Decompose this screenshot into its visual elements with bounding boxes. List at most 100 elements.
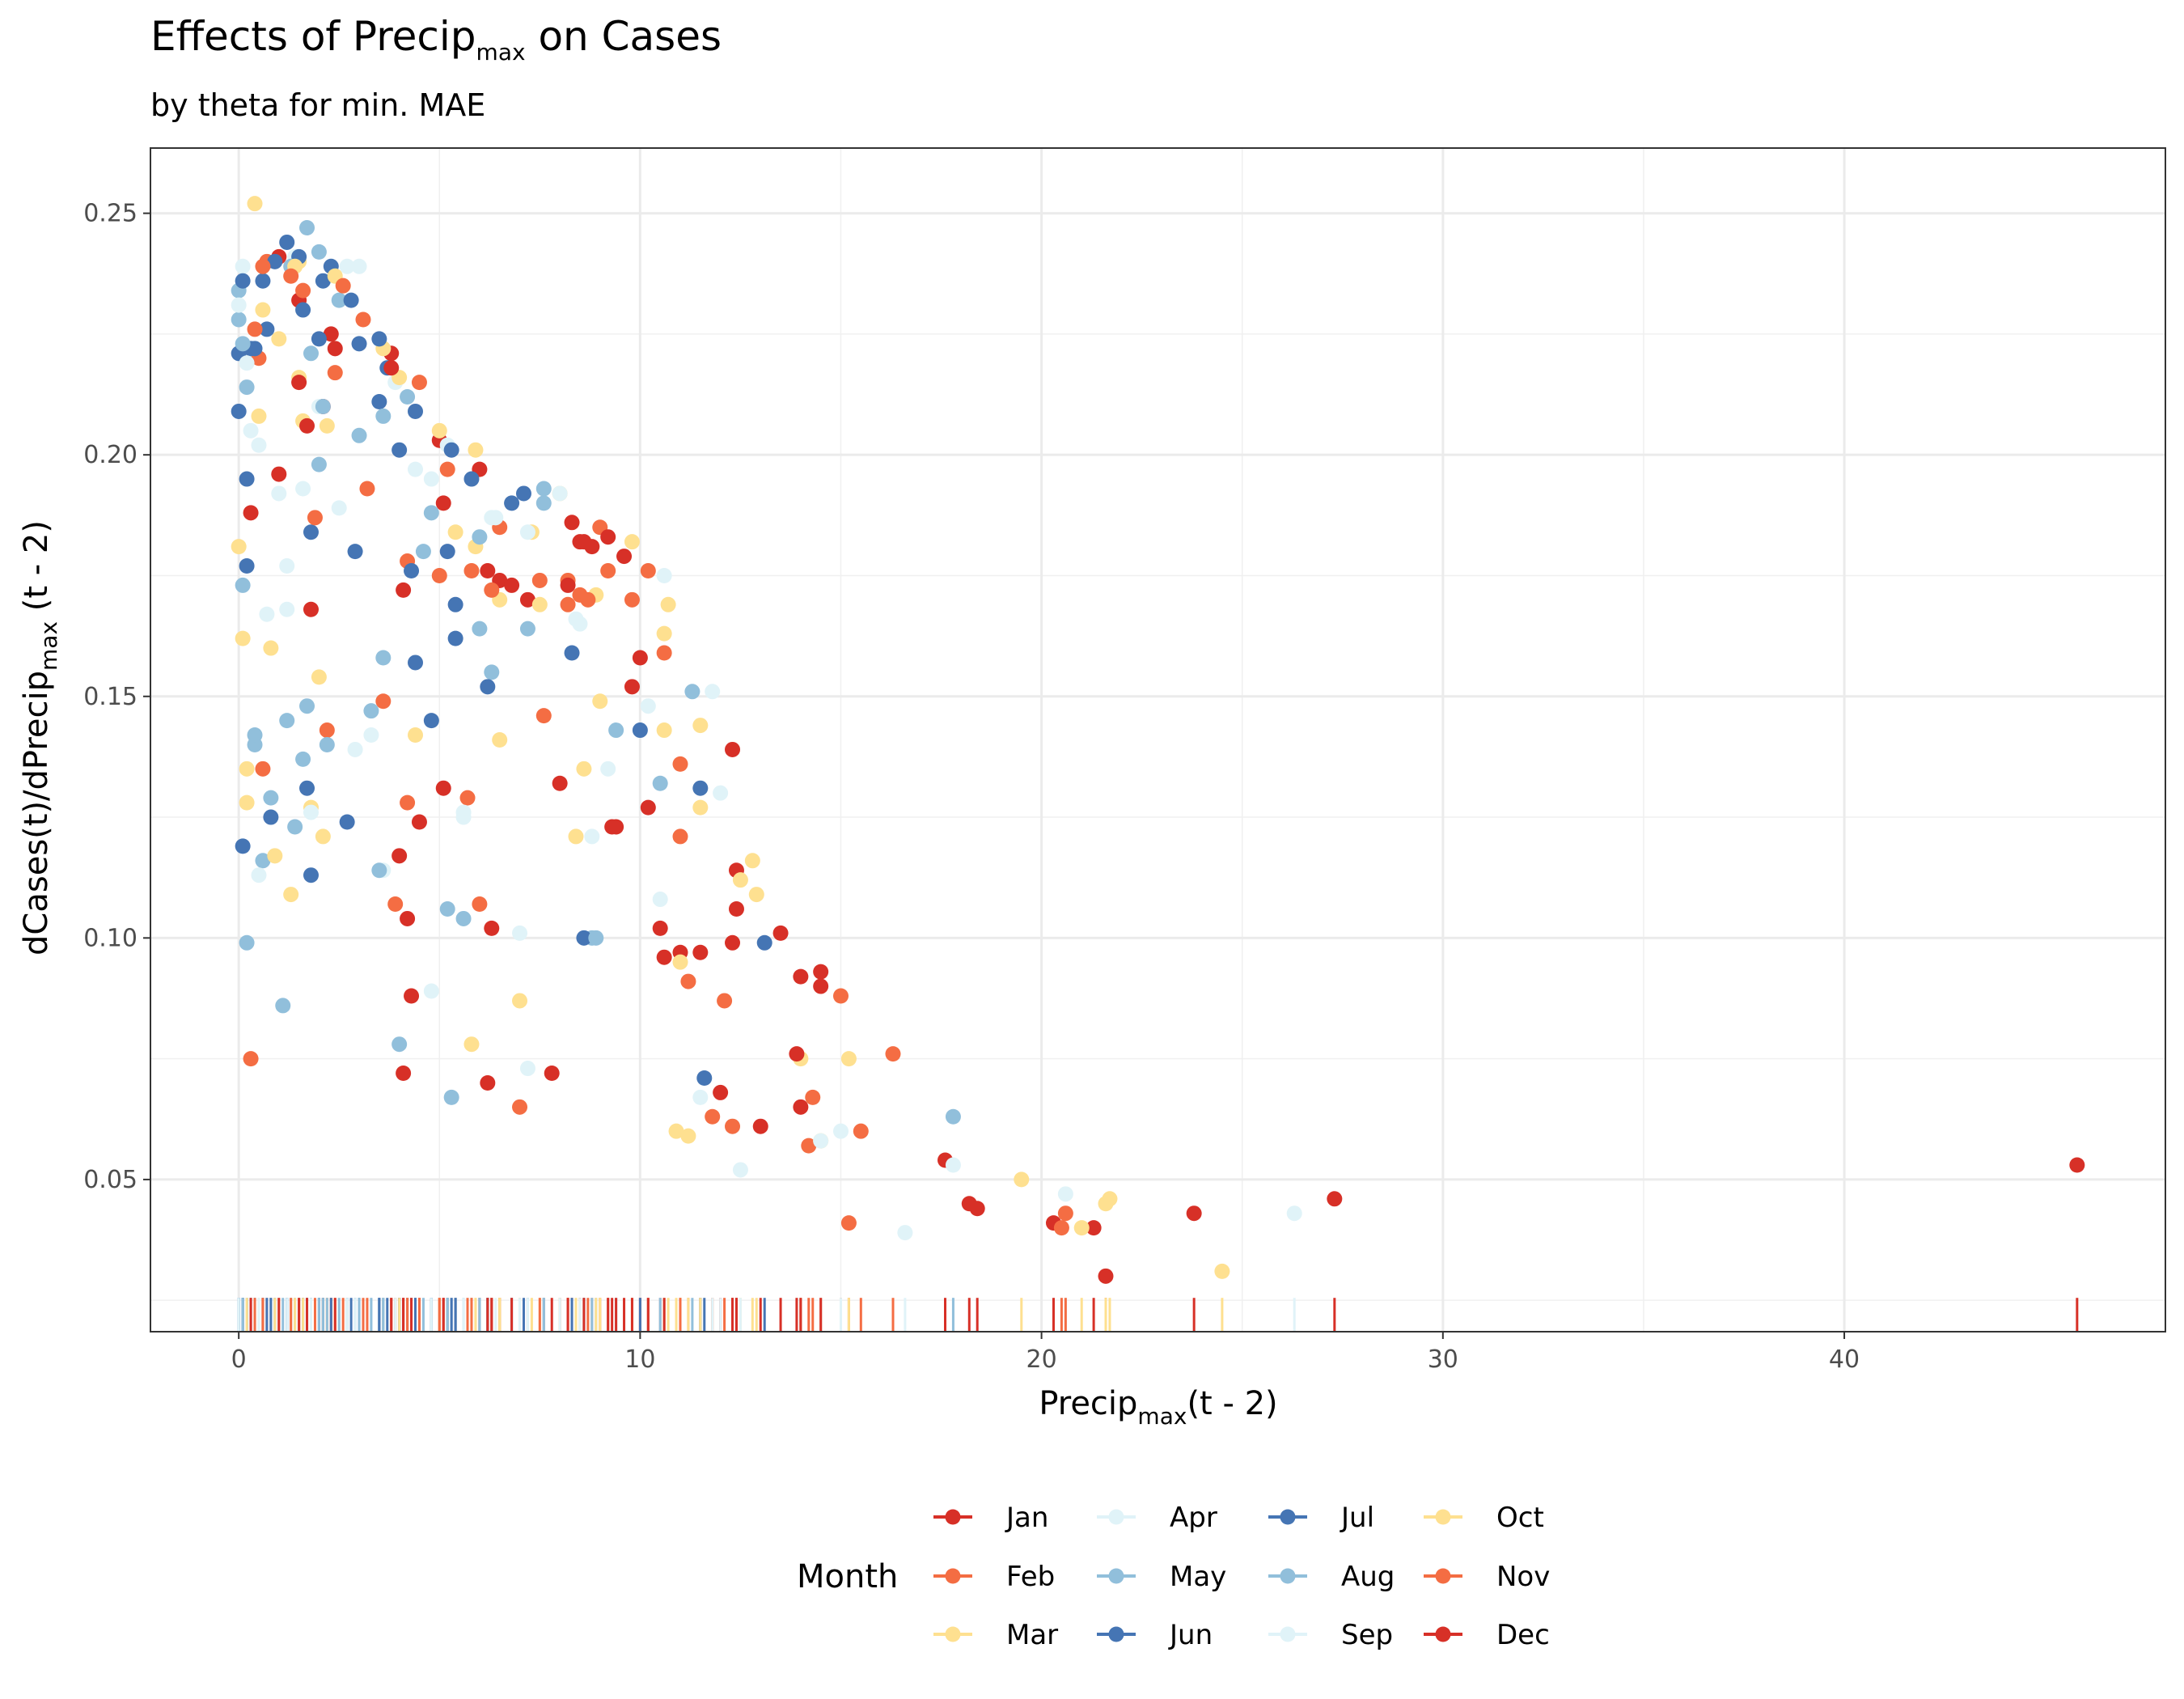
data-point-apr (331, 500, 347, 516)
data-point-feb (255, 761, 271, 777)
data-point-jan (552, 775, 568, 791)
data-point-jul (371, 331, 387, 347)
data-point-may (299, 698, 315, 714)
data-point-may (263, 790, 279, 806)
data-point-mar (692, 718, 709, 734)
data-point-dec (271, 466, 287, 482)
data-point-apr (640, 698, 656, 714)
chart-subtitle: by theta for min. MAE (150, 87, 485, 123)
data-point-sep (231, 297, 247, 313)
legend-key-point (1435, 1568, 1451, 1584)
data-point-jul (295, 302, 311, 318)
legend-key-point (1435, 1509, 1451, 1525)
data-point-jul (439, 544, 455, 560)
data-point-dec (640, 799, 656, 816)
data-point-jun (371, 394, 387, 409)
data-point-feb (885, 1046, 901, 1062)
data-point-jul (263, 809, 279, 825)
data-point-jan (564, 515, 580, 531)
x-axis-title-main: Precip (1039, 1385, 1137, 1422)
data-point-jan (1186, 1205, 1202, 1222)
data-point-nov (484, 582, 500, 598)
data-point-jan (793, 1099, 809, 1115)
data-point-sep (239, 355, 255, 371)
data-point-mar (263, 640, 279, 656)
legend-key-point (1108, 1568, 1124, 1584)
data-point-oct (656, 625, 672, 642)
data-point-may (319, 736, 335, 752)
data-point-mar (319, 417, 335, 434)
data-point-mar (732, 872, 748, 888)
data-point-dec (728, 901, 744, 917)
data-point-may (363, 703, 379, 719)
data-point-aug (231, 311, 247, 328)
data-point-oct (463, 1036, 480, 1053)
data-point-mar (408, 727, 424, 744)
legend-label: Jun (1168, 1619, 1213, 1651)
data-point-dec (789, 1046, 805, 1062)
data-point-jan (400, 910, 416, 926)
chart-title-rest: on Cases (526, 13, 722, 60)
data-point-mar (283, 887, 299, 903)
data-point-mar (315, 828, 331, 845)
data-point-apr (1286, 1205, 1302, 1222)
data-point-mar (1014, 1172, 1030, 1188)
data-point-may (535, 495, 552, 511)
data-point-sep (279, 601, 295, 617)
data-point-oct (568, 828, 584, 845)
legend-label: Oct (1496, 1502, 1544, 1534)
data-point-feb (387, 896, 404, 913)
legend-key-point (1108, 1509, 1124, 1525)
data-point-mar (247, 196, 263, 212)
data-point-apr (423, 983, 439, 999)
data-point-sep (339, 258, 355, 274)
data-point-dec (772, 925, 789, 941)
data-point-jan (519, 591, 535, 608)
data-point-may (652, 775, 668, 791)
data-point-jan (323, 326, 339, 342)
data-point-apr (1057, 1186, 1073, 1202)
legend-key-point (945, 1509, 961, 1525)
data-point-dec (299, 417, 315, 434)
data-point-may (519, 621, 535, 637)
y-axis-title-rest: (t - 2) (18, 520, 55, 621)
legend-key-point (945, 1568, 961, 1584)
data-point-mar (660, 596, 676, 612)
plot-background (150, 148, 2165, 1332)
data-point-jan (2069, 1157, 2085, 1173)
data-point-dec (576, 534, 592, 550)
data-point-oct (431, 422, 447, 439)
data-point-may (371, 862, 387, 879)
legend-key-point (1108, 1626, 1124, 1642)
data-point-feb (327, 365, 343, 381)
data-point-jul (576, 930, 592, 946)
data-point-apr (832, 1123, 849, 1139)
chart-title-main: Effects of Precip (150, 13, 476, 60)
data-point-nov (531, 572, 548, 588)
data-point-nov (307, 510, 323, 526)
chart-title-subscript: max (476, 39, 526, 66)
data-point-nov (600, 563, 616, 578)
data-point-aug (239, 379, 255, 396)
data-point-dec (725, 934, 741, 951)
data-point-jan (725, 741, 741, 757)
legend-label: Apr (1170, 1502, 1217, 1534)
data-point-feb (717, 993, 733, 1009)
data-point-jun (311, 331, 327, 347)
data-point-apr (813, 1133, 829, 1149)
data-point-apr (408, 461, 424, 477)
data-point-jun (423, 713, 439, 729)
data-point-jan (396, 1066, 412, 1082)
data-point-oct (680, 1128, 696, 1144)
data-point-mar (251, 408, 267, 424)
data-point-jun (267, 253, 283, 269)
data-point-nov (463, 563, 480, 578)
data-point-feb (459, 790, 476, 806)
data-point-nov (283, 268, 299, 284)
data-point-nov (853, 1123, 869, 1139)
data-point-aug (247, 727, 263, 744)
data-point-jan (544, 1066, 560, 1082)
x-tick-label: 30 (1428, 1345, 1458, 1374)
data-point-aug (375, 408, 392, 424)
data-point-dec (480, 1074, 496, 1091)
